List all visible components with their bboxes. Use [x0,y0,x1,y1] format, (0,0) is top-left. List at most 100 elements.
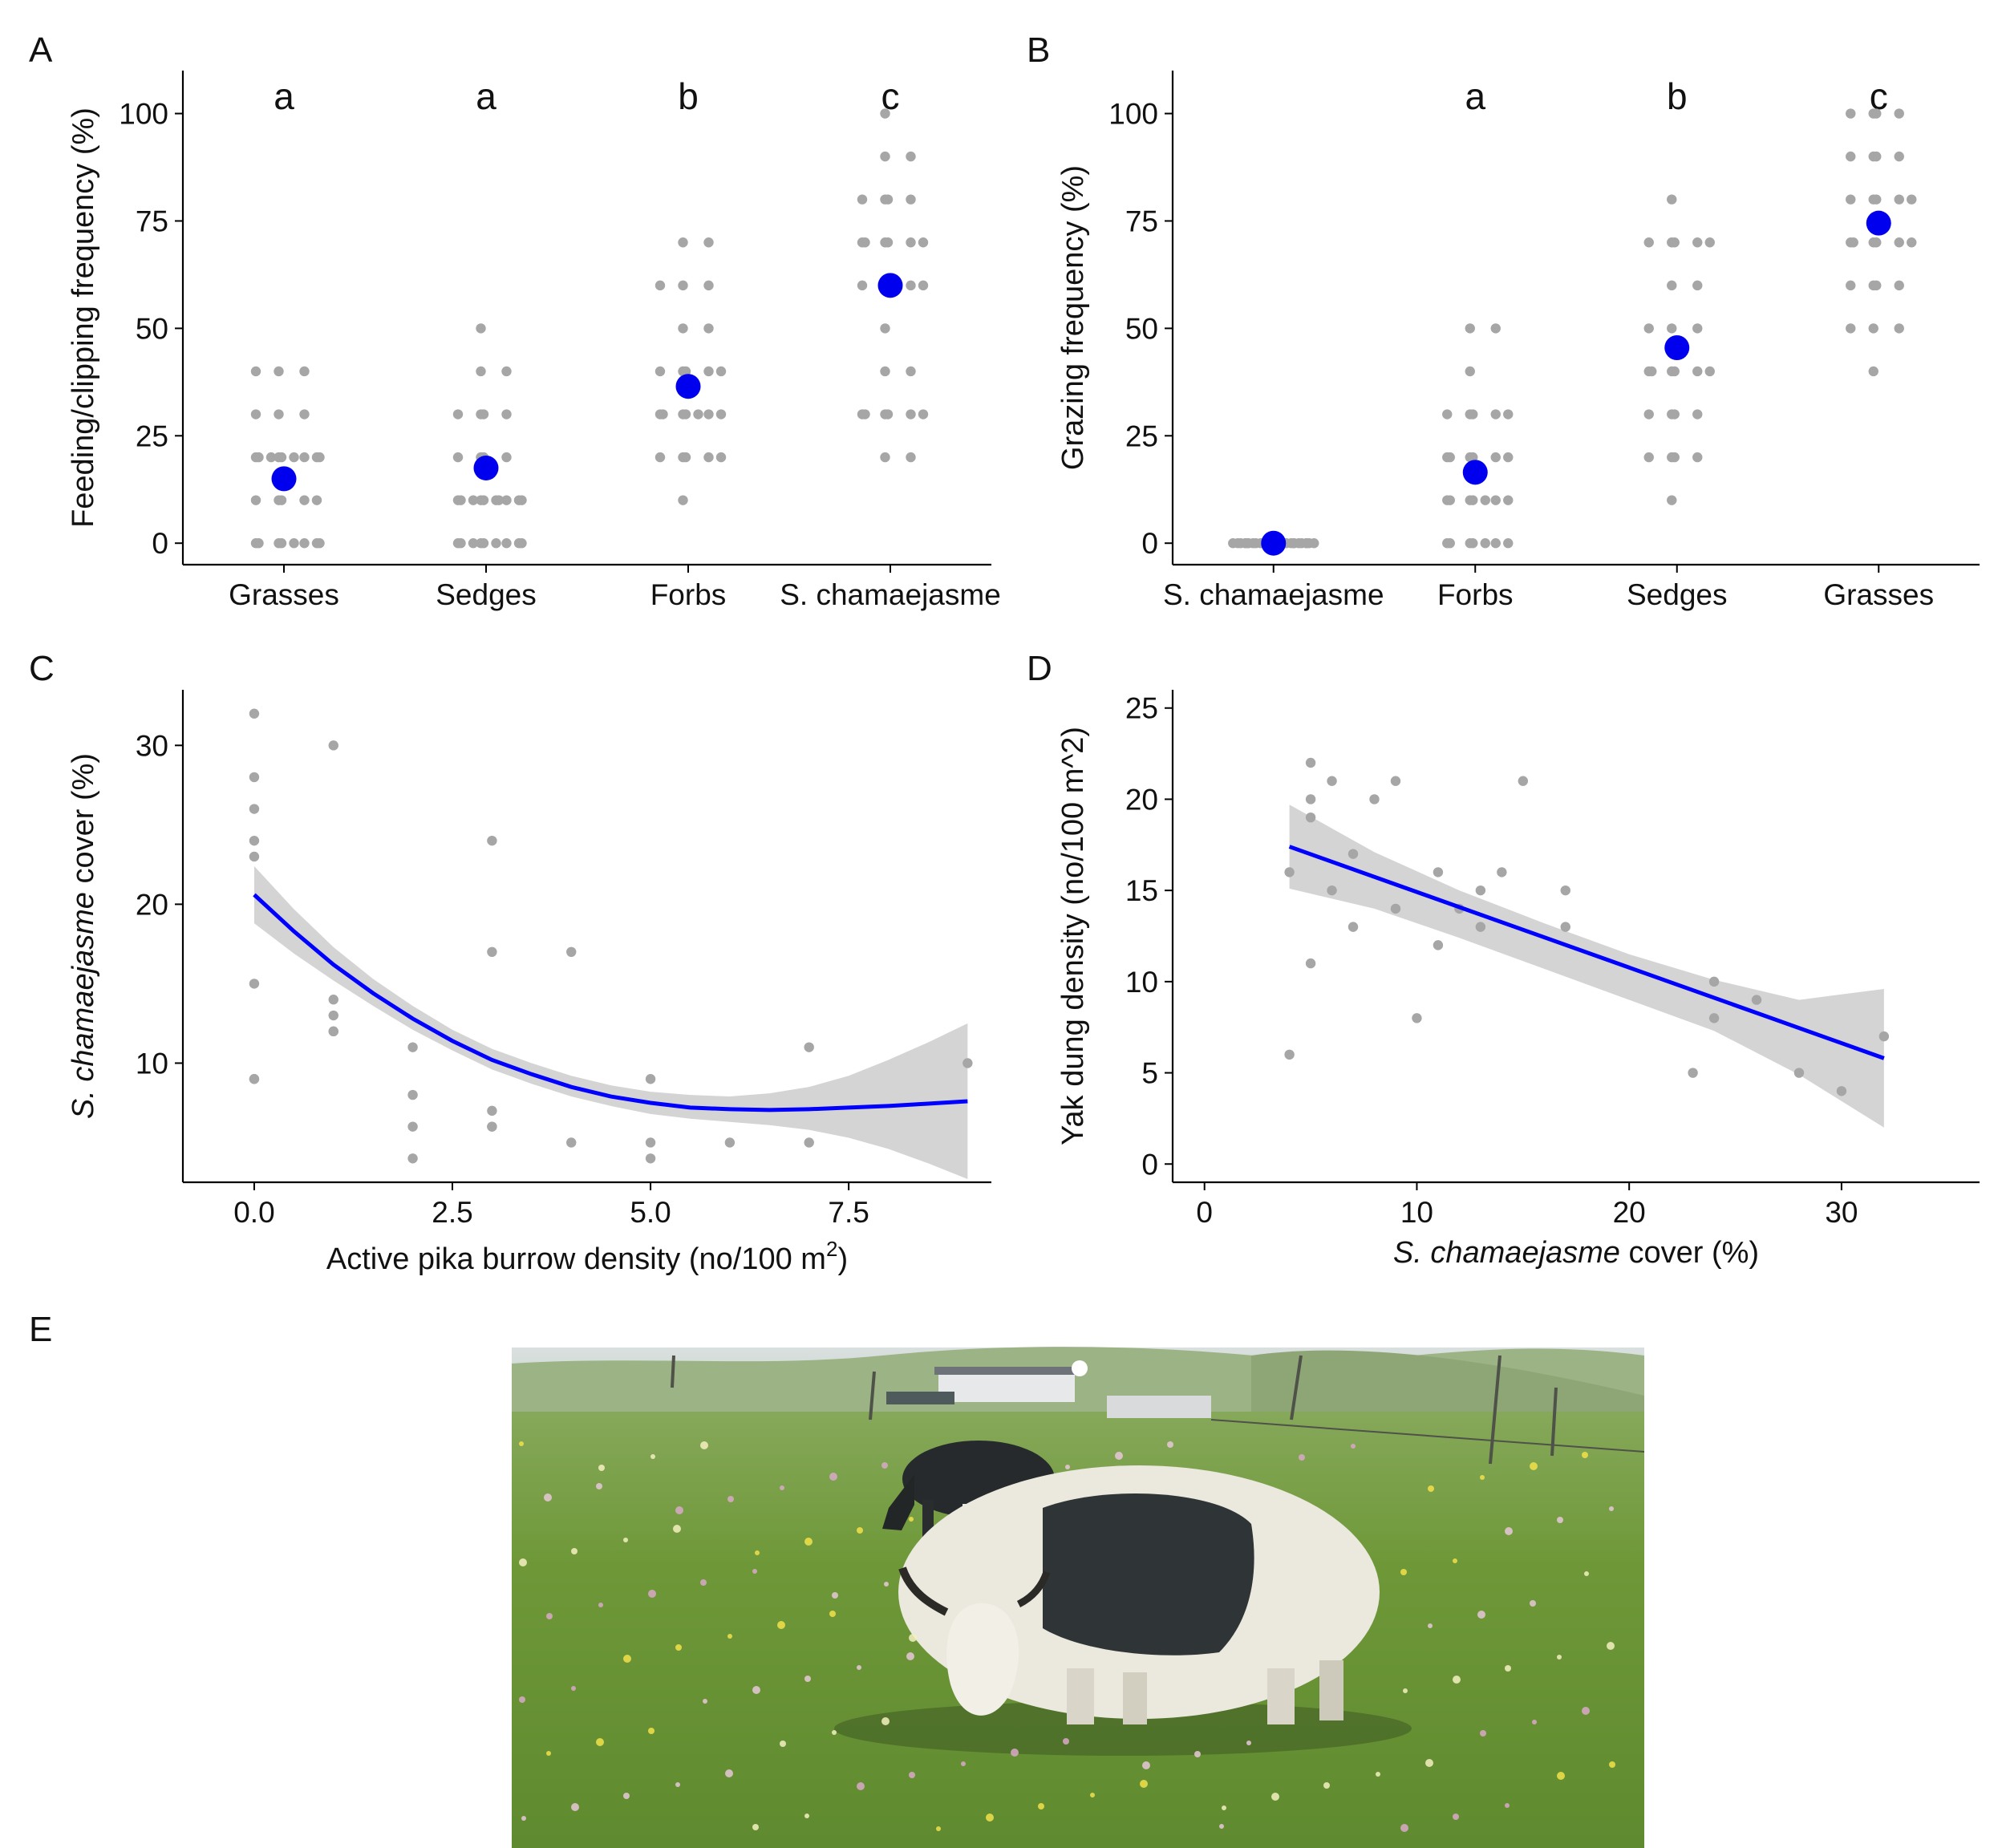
y-tick-label: 25 [1125,419,1158,452]
data-point [1669,237,1680,248]
data-point [882,237,894,248]
data-point [1708,1013,1720,1023]
data-point [314,538,325,549]
significance-letter: c [1870,75,1888,117]
data-point [468,495,479,505]
data-point [678,280,688,291]
photo-yak-front [898,1465,1380,1724]
data-point [1289,538,1299,549]
y-tick-label: 0 [1141,1148,1158,1181]
panel-b: B 0 25 50 75 100 S. chamaejasme Forbs a Sedges b G… [1027,30,1980,611]
panel-e-tag: E [29,1310,52,1349]
y-tick-label: 20 [1125,783,1158,816]
mean-point [1261,530,1287,556]
x-axis-title: Active pika burrow density (no/100 m2) [326,1237,848,1276]
data-point [328,995,338,1005]
data-point [299,452,310,463]
category-label: S. chamaejasme [780,578,1001,611]
photo-flower [1582,1452,1588,1458]
data-point [703,280,714,291]
data-point [962,1058,973,1068]
photo-flower [598,1465,605,1471]
data-point [1490,538,1501,549]
photo-flower [857,1527,863,1534]
data-point [501,409,512,419]
photo-flower [1453,1558,1457,1563]
category-label: S. chamaejasme [1163,578,1384,611]
data-point [918,409,929,419]
data-point [253,452,264,463]
photo-flower [881,1717,890,1725]
data-point [1692,237,1703,248]
data-point [253,538,264,549]
photo-flower [906,1652,914,1660]
photo-flower [623,1538,628,1542]
photo-flower [1065,1465,1070,1469]
data-point [678,323,688,334]
y-tick-label: 100 [119,98,168,131]
mean-point [473,455,499,480]
photo-flower [1480,1730,1486,1737]
data-point [678,495,688,505]
data-point [1708,976,1720,987]
photo-flower [519,1696,525,1703]
data-point [328,1026,338,1037]
panel-d-tag: D [1027,649,1052,688]
data-point [906,151,916,162]
confidence-band [253,865,968,1180]
photo-flower [1140,1780,1148,1788]
photo-flower [752,1824,759,1830]
photo-fence [671,1355,1645,1465]
data-point [249,1074,260,1084]
photo-flower [1351,1444,1356,1449]
data-point [1894,108,1904,119]
data-point [880,108,890,119]
data-point [654,452,666,463]
photo-flower [519,1558,527,1566]
significance-letter: a [476,75,496,117]
x-tick-label: 5.0 [630,1196,671,1229]
x-axis-title-end: ) [837,1242,848,1276]
photo-flower [1376,1772,1380,1777]
panel-d: D 0 5 10 15 20 25 0 10 20 30 S. chamaejasme cover … [1027,649,1980,1270]
data-point [1907,237,1917,248]
data-point [1243,538,1254,549]
data-point [1348,922,1359,932]
y-tick-label: 10 [136,1047,168,1080]
photo-flower [1532,1720,1537,1724]
x-axis-title-sup: 2 [826,1237,837,1261]
data-point [311,495,322,505]
data-point [1305,757,1316,768]
data-point [487,835,497,846]
data-point [1284,1049,1295,1060]
photo-flower [1607,1642,1615,1650]
photo-flower [1011,1749,1019,1757]
photo-flower [1453,1676,1461,1684]
data-point [804,1137,814,1148]
data-point [1390,776,1401,786]
data-point [1480,495,1490,505]
data-point [274,366,284,377]
data-point [1868,366,1878,377]
data-point [1465,366,1475,377]
data-point [314,452,325,463]
data-point [1667,495,1677,505]
data-point [276,495,287,505]
mean-point [1462,460,1488,485]
data-point [493,495,505,505]
y-tick-label: 25 [1125,692,1158,725]
data-point [1503,538,1514,549]
data-point [1465,323,1475,334]
photo-flower [909,1517,914,1522]
data-point [289,538,299,549]
data-point [1643,409,1654,419]
data-point [860,409,870,419]
data-point [1704,366,1715,377]
data-point [487,946,497,958]
significance-letter: a [274,75,294,117]
data-point [407,1042,418,1052]
data-point [1445,495,1455,505]
data-point [1490,452,1501,463]
